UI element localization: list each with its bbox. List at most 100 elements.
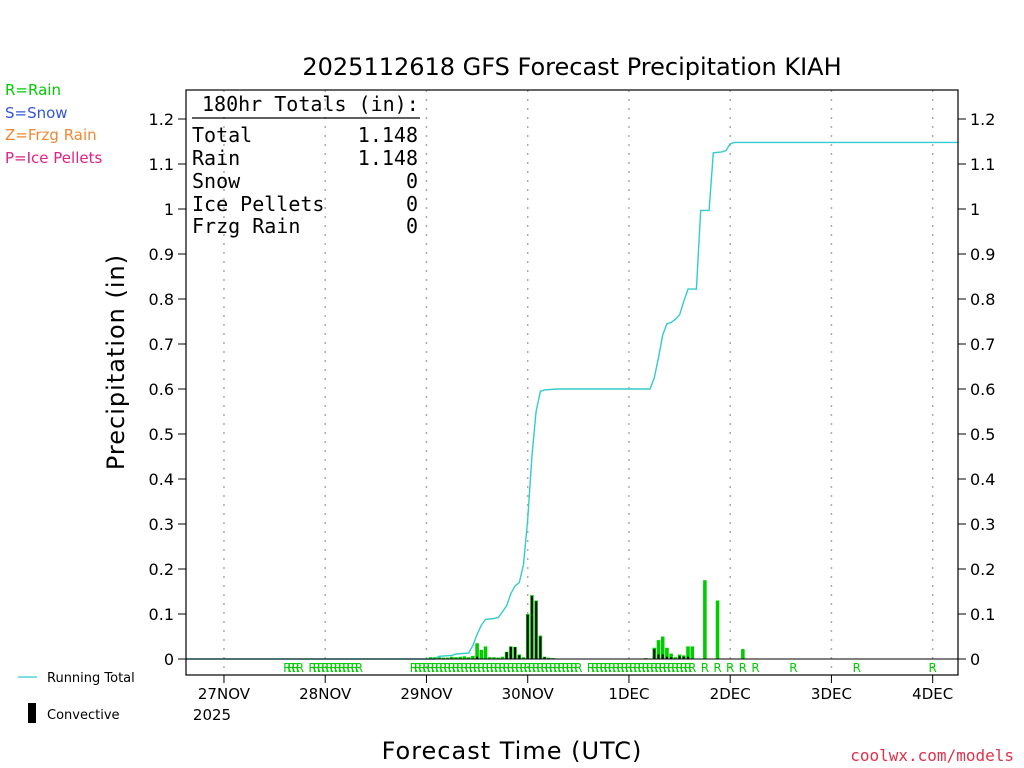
type-mark-rain: R <box>473 661 481 675</box>
convective-bar <box>661 654 664 659</box>
x-tick-label: 1DEC <box>608 685 649 703</box>
convective-bar <box>678 656 681 659</box>
precip-bar <box>673 657 678 659</box>
type-mark-rain: R <box>410 661 418 675</box>
type-mark-rain: R <box>574 661 582 675</box>
type-mark-rain: R <box>338 661 346 675</box>
convective-bar <box>670 657 673 659</box>
totals-box: 180hr Totals (in): Total 1.148 Rain 1.14… <box>192 92 420 238</box>
type-mark-rain: R <box>549 661 557 675</box>
type-mark-rain: R <box>566 661 574 675</box>
type-mark-rain: R <box>642 661 650 675</box>
convective-bar <box>653 649 656 659</box>
convective-bar <box>687 656 689 659</box>
type-legend-item: P=Ice Pellets <box>5 148 103 167</box>
type-mark-rain: R <box>545 661 553 675</box>
convective-bar <box>657 654 660 659</box>
type-mark-rain: R <box>528 661 536 675</box>
type-mark-rain: R <box>621 661 629 675</box>
precip-bar <box>437 657 441 659</box>
totals-label-total: Total <box>192 123 252 147</box>
series-legend: Running Total Convective <box>18 671 135 723</box>
type-mark-rain: R <box>515 661 523 675</box>
type-mark-rain: R <box>604 661 612 675</box>
type-mark-rain: R <box>283 661 291 675</box>
y-tick-label-right: 0.8 <box>970 290 995 309</box>
type-mark-rain: R <box>464 661 472 675</box>
type-mark-rain: R <box>308 661 316 675</box>
convective-bar <box>505 652 508 659</box>
type-mark-rain: R <box>684 661 692 675</box>
precip-bar <box>475 643 479 659</box>
type-mark-rain: R <box>680 661 688 675</box>
type-mark-rain: R <box>296 661 304 675</box>
type-mark-rain: R <box>591 661 599 675</box>
y-tick-label-left: 0 <box>164 650 174 669</box>
convective-bar <box>526 614 529 659</box>
running-total-line <box>186 141 958 660</box>
y-tick-label-left: 0.1 <box>149 605 174 624</box>
convective-bar <box>509 646 512 659</box>
convective-bar <box>682 656 685 659</box>
convective-bar <box>530 596 533 659</box>
type-mark-rain: R <box>346 661 354 675</box>
type-mark-rain: R <box>654 661 662 675</box>
type-mark-rain: R <box>675 661 683 675</box>
y-tick-label-left: 0.9 <box>149 245 174 264</box>
type-mark-rain: R <box>498 661 506 675</box>
type-legend-item: R=Rain <box>5 81 61 99</box>
type-mark-rain: R <box>431 661 439 675</box>
precip-bar <box>715 600 720 659</box>
precip-bar <box>496 657 500 659</box>
precip-bar <box>690 646 695 659</box>
y-tick-label-right: 0.9 <box>970 245 995 264</box>
type-mark-rain: R <box>448 661 456 675</box>
x-tick-label: 3DEC <box>811 685 852 703</box>
type-mark-rain: R <box>427 661 435 675</box>
precip-bar <box>500 656 505 659</box>
type-mark-rain: R <box>414 661 422 675</box>
type-mark-rain: R <box>633 661 641 675</box>
type-mark-rain: R <box>329 661 337 675</box>
convective-legend-label: Convective <box>47 708 120 723</box>
precip-bar <box>479 650 484 659</box>
convective-bar <box>665 656 668 659</box>
type-mark-rain: R <box>646 661 654 675</box>
type-mark-rain: R <box>688 661 696 675</box>
convective-bar <box>514 647 517 659</box>
y-tick-label-right: 0.1 <box>970 605 995 624</box>
y-tick-label-right: 0.6 <box>970 380 995 399</box>
type-mark-rain: R <box>351 661 359 675</box>
type-mark-rain: R <box>532 661 540 675</box>
precip-bar <box>462 656 467 659</box>
type-mark-rain: R <box>481 661 489 675</box>
y-tick-label-right: 0.4 <box>970 470 995 489</box>
precip-bar <box>466 657 471 659</box>
x-tick-label: 4DEC <box>912 685 953 703</box>
type-mark-rain: R <box>751 661 759 675</box>
convective-bars <box>476 596 689 659</box>
type-mark-rain: R <box>422 661 430 675</box>
y-tick-label-left: 0.8 <box>149 290 174 309</box>
x-tick-label: 27NOV <box>198 685 251 703</box>
type-mark-rain: R <box>739 661 747 675</box>
type-mark-rain: R <box>524 661 532 675</box>
precip-bar <box>660 636 665 659</box>
convective-bar <box>539 636 542 659</box>
plot-frame <box>185 89 959 676</box>
type-mark-rain: R <box>625 661 633 675</box>
type-mark-rain: R <box>507 661 515 675</box>
type-mark-rain: R <box>456 661 464 675</box>
type-mark-rain: R <box>726 661 734 675</box>
y-tick-label-left: 1 <box>164 200 174 219</box>
y-tick-label-left: 0.4 <box>149 470 174 489</box>
type-mark-rain: R <box>469 661 477 675</box>
vertical-gridlines <box>223 90 934 675</box>
running-total-legend-label: Running Total <box>47 671 135 686</box>
totals-header: 180hr Totals (in): <box>202 92 419 116</box>
type-mark-rain: R <box>494 661 502 675</box>
type-mark-rain: R <box>789 661 797 675</box>
